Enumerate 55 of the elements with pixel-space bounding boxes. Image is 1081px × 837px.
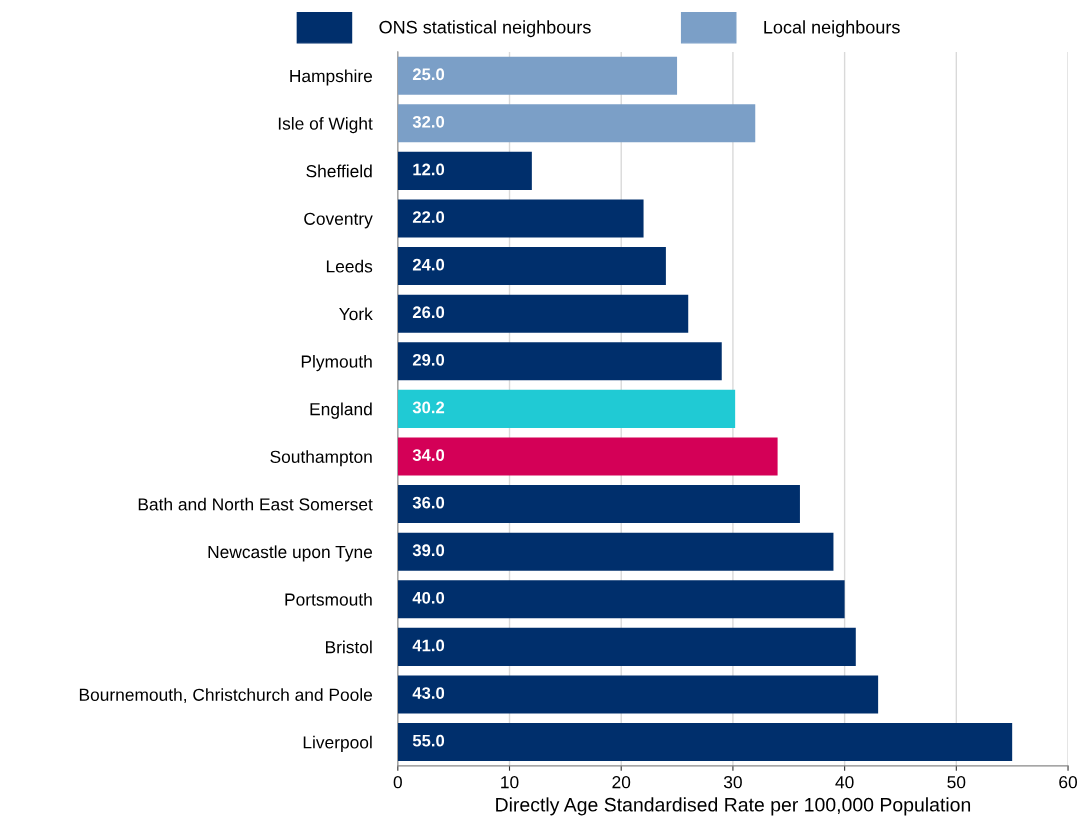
bar — [397, 723, 1013, 762]
y-tick-label: Portsmouth — [285, 592, 372, 606]
bar — [397, 199, 644, 238]
legend-label: Local neighbours — [764, 20, 900, 38]
bar — [397, 56, 678, 95]
x-tick-label: 0 — [393, 776, 402, 789]
bar — [397, 532, 834, 571]
bar — [397, 580, 845, 619]
y-tick-label: Bristol — [326, 640, 372, 654]
y-tick-label: Plymouth — [301, 354, 372, 372]
bar — [397, 294, 689, 333]
data-label: 30.2 — [412, 401, 445, 414]
data-label: 39.0 — [412, 544, 445, 557]
y-tick-label: Leeds — [326, 259, 373, 273]
x-axis-title: Directly Age Standardised Rate per 100,000 Population — [496, 797, 971, 816]
bar — [397, 437, 778, 476]
data-label: 12.0 — [413, 163, 445, 176]
data-label: 25.0 — [412, 68, 445, 81]
y-tick-label: Isle of Wight — [278, 117, 373, 134]
y-tick-label: Coventry — [304, 212, 373, 229]
bar — [397, 627, 856, 666]
bar — [397, 104, 756, 143]
data-label: 29.0 — [412, 353, 445, 366]
y-tick-label: Southampton — [270, 450, 372, 467]
data-label: 43.0 — [412, 687, 445, 699]
x-tick-label: 20 — [612, 776, 631, 789]
bar — [397, 675, 879, 714]
x-tick-label: 50 — [947, 776, 966, 789]
legend-label: ONS statistical neighbours — [379, 20, 591, 38]
y-tick-label: Bournemouth, Christchurch and Poole — [79, 688, 373, 703]
data-label: 36.0 — [412, 496, 445, 509]
y-tick-label: England — [310, 402, 372, 419]
bar — [397, 389, 736, 428]
data-label: 41.0 — [412, 639, 445, 652]
y-tick-label: Liverpool — [303, 735, 372, 752]
y-tick-label: Sheffield — [306, 164, 372, 178]
data-label: 55.0 — [412, 734, 445, 747]
x-tick-label: 40 — [835, 776, 854, 789]
data-label: 24.0 — [412, 258, 445, 271]
y-tick-label: Bath and North East Somerset — [138, 497, 373, 511]
bar — [397, 247, 666, 286]
y-tick-label: Newcastle upon Tyne — [208, 545, 373, 562]
x-tick-label: 10 — [501, 776, 519, 789]
bar — [397, 485, 800, 524]
data-label: 40.0 — [412, 591, 445, 604]
data-label: 26.0 — [412, 306, 445, 319]
x-tick-label: 30 — [723, 776, 742, 789]
data-label: 32.0 — [412, 115, 445, 128]
x-tick-label: 60 — [1059, 776, 1078, 789]
y-tick-label: York — [339, 307, 373, 321]
data-label: 22.0 — [412, 211, 445, 223]
y-tick-label: Hampshire — [290, 69, 373, 86]
bar — [397, 151, 532, 190]
data-label: 34.0 — [412, 449, 445, 461]
bar — [397, 342, 722, 381]
